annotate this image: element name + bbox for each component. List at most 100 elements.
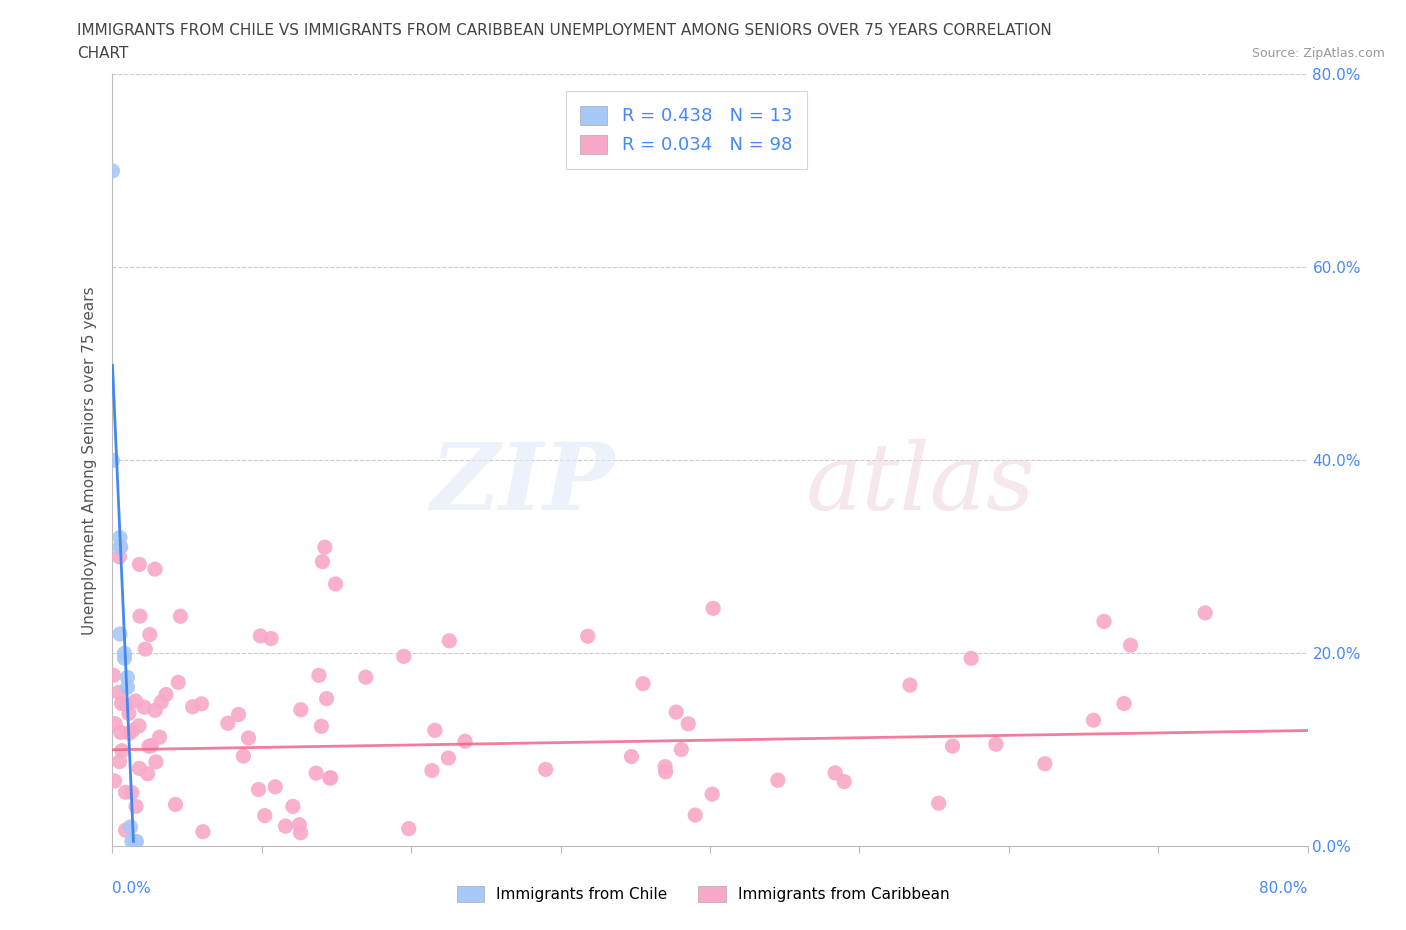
Point — [118, 725, 141, 740]
Point — [128, 761, 150, 776]
Point — [534, 762, 557, 777]
Text: ZIP: ZIP — [430, 439, 614, 528]
Point — [114, 785, 136, 800]
Text: CHART: CHART — [77, 46, 129, 61]
Point — [928, 796, 950, 811]
Point — [260, 631, 283, 646]
Y-axis label: Unemployment Among Seniors over 75 years: Unemployment Among Seniors over 75 years — [82, 286, 97, 634]
Point — [1092, 614, 1115, 629]
Point — [108, 530, 131, 545]
Point — [145, 754, 167, 769]
Point — [228, 707, 250, 722]
Point — [665, 705, 688, 720]
Text: IMMIGRANTS FROM CHILE VS IMMIGRANTS FROM CARIBBEAN UNEMPLOYMENT AMONG SENIORS OV: IMMIGRANTS FROM CHILE VS IMMIGRANTS FROM… — [77, 23, 1052, 38]
Point — [108, 550, 131, 565]
Point — [167, 675, 190, 690]
Point — [314, 539, 336, 554]
Text: atlas: atlas — [806, 439, 1035, 528]
Point — [676, 716, 699, 731]
Point — [288, 817, 311, 832]
Point — [118, 706, 141, 721]
Point — [150, 695, 173, 710]
Point — [143, 562, 166, 577]
Point — [121, 785, 143, 800]
Point — [437, 751, 460, 765]
Point — [103, 668, 125, 683]
Point — [115, 698, 138, 712]
Point — [103, 774, 125, 789]
Point — [274, 818, 297, 833]
Point — [232, 749, 254, 764]
Point — [190, 697, 212, 711]
Point — [1112, 696, 1135, 711]
Point — [101, 164, 124, 179]
Point — [398, 821, 420, 836]
Point — [128, 718, 150, 733]
Point — [134, 699, 156, 714]
Point — [308, 668, 330, 683]
Point — [138, 738, 160, 753]
Point — [114, 823, 136, 838]
Legend: Immigrants from Chile, Immigrants from Caribbean: Immigrants from Chile, Immigrants from C… — [450, 880, 956, 909]
Point — [654, 759, 676, 774]
Point — [311, 554, 333, 569]
Point — [683, 807, 706, 822]
Point — [439, 633, 461, 648]
Point — [454, 734, 477, 749]
Point — [124, 694, 146, 709]
Point — [191, 824, 214, 839]
Point — [1194, 605, 1216, 620]
Point — [290, 825, 312, 840]
Point — [104, 716, 127, 731]
Point — [253, 808, 276, 823]
Point — [354, 670, 377, 684]
Point — [107, 685, 129, 700]
Point — [129, 609, 152, 624]
Point — [960, 651, 983, 666]
Point — [702, 787, 724, 802]
Point — [125, 799, 148, 814]
Point — [122, 723, 145, 737]
Point — [125, 834, 148, 849]
Point — [620, 750, 643, 764]
Point — [671, 742, 693, 757]
Point — [108, 754, 131, 769]
Point — [110, 725, 132, 740]
Point — [110, 696, 132, 711]
Point — [148, 730, 170, 745]
Point — [110, 539, 132, 554]
Point — [143, 703, 166, 718]
Point — [217, 716, 239, 731]
Point — [181, 699, 204, 714]
Point — [984, 737, 1007, 751]
Point — [1119, 638, 1142, 653]
Text: 80.0%: 80.0% — [1260, 881, 1308, 896]
Point — [114, 651, 135, 666]
Point — [264, 779, 287, 794]
Point — [247, 782, 270, 797]
Point — [898, 678, 921, 693]
Point — [114, 646, 135, 661]
Point — [1033, 756, 1056, 771]
Point — [249, 629, 271, 644]
Point — [319, 770, 342, 785]
Point — [117, 680, 139, 695]
Point — [141, 738, 163, 753]
Point — [124, 834, 146, 849]
Point — [392, 649, 415, 664]
Point — [832, 774, 855, 789]
Text: Source: ZipAtlas.com: Source: ZipAtlas.com — [1251, 46, 1385, 60]
Point — [136, 766, 159, 781]
Point — [139, 627, 162, 642]
Point — [134, 642, 156, 657]
Legend: R = 0.438   N = 13, R = 0.034   N = 98: R = 0.438 N = 13, R = 0.034 N = 98 — [565, 91, 807, 169]
Point — [120, 819, 142, 834]
Point — [1083, 712, 1105, 727]
Point — [702, 601, 724, 616]
Point — [108, 539, 131, 554]
Point — [101, 453, 124, 468]
Point — [305, 765, 328, 780]
Point — [766, 773, 789, 788]
Point — [121, 834, 143, 849]
Point — [111, 743, 134, 758]
